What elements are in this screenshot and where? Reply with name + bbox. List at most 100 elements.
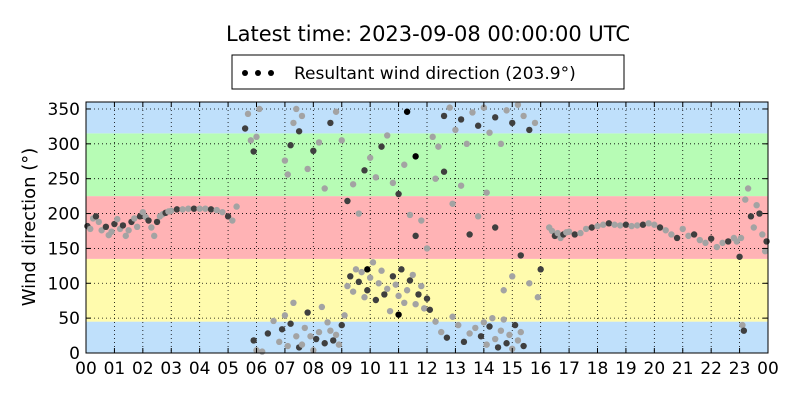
data-point-63	[304, 309, 311, 316]
data-point-191	[534, 294, 542, 301]
data-point-165	[457, 116, 465, 123]
data-point-176	[520, 112, 527, 120]
data-point-231	[736, 253, 743, 260]
data-point-140	[455, 321, 462, 329]
data-point-62	[301, 324, 309, 332]
data-point-213	[639, 221, 647, 228]
data-point-187	[500, 287, 507, 294]
x-tick-label-9: 09	[331, 359, 353, 379]
data-point-6	[102, 223, 110, 231]
data-point-180	[440, 168, 448, 175]
data-point-39	[224, 213, 232, 220]
data-point-106	[281, 157, 289, 164]
data-point-96	[398, 266, 405, 273]
data-point-88	[375, 280, 382, 287]
data-point-93	[389, 273, 397, 280]
data-point-10	[114, 215, 121, 223]
data-point-78	[347, 273, 354, 280]
data-point-121	[349, 181, 357, 188]
data-point-17	[133, 223, 141, 231]
data-point-196	[554, 229, 561, 237]
data-point-147	[486, 323, 493, 330]
y-tick-label-0: 0	[69, 344, 80, 364]
data-point-56	[284, 342, 291, 350]
data-point-19	[139, 208, 147, 216]
legend-entry-label: Resultant wind direction (203.9°)	[294, 64, 576, 84]
data-point-236	[744, 185, 752, 192]
legend-marker-dot-3	[268, 70, 274, 76]
data-point-128	[389, 179, 397, 187]
data-point-86	[369, 259, 377, 266]
data-point-151	[497, 327, 505, 334]
data-point-166	[463, 140, 470, 148]
data-point-179	[432, 175, 439, 182]
data-point-126	[378, 143, 385, 150]
x-tick-label-23: 23	[729, 359, 751, 379]
data-point-139	[449, 313, 456, 320]
data-point-92	[386, 307, 394, 315]
data-point-188	[509, 273, 516, 280]
data-point-242	[761, 248, 769, 255]
x-tick-label-13: 13	[445, 359, 467, 379]
data-point-43	[244, 110, 252, 118]
data-point-145	[480, 319, 488, 326]
data-point-104	[420, 305, 428, 312]
y-tick-label-7: 350	[48, 100, 80, 120]
data-point-108	[287, 142, 294, 149]
direction-band-4	[86, 102, 768, 134]
data-point-66	[312, 335, 320, 343]
data-point-203	[582, 225, 590, 233]
data-point-116	[321, 185, 328, 192]
data-point-130	[401, 161, 408, 168]
x-tick-label-20: 20	[644, 359, 666, 379]
data-point-90	[381, 291, 388, 298]
data-point-82	[358, 268, 365, 276]
data-point-103	[418, 282, 425, 290]
data-point-69	[321, 340, 328, 347]
highlight-point-2	[412, 153, 419, 160]
legend-box	[231, 54, 625, 90]
data-point-141	[460, 338, 468, 346]
data-point-31	[179, 206, 186, 213]
data-point-241	[759, 231, 766, 238]
data-point-209	[617, 222, 624, 229]
x-tick-label-2: 02	[132, 359, 154, 379]
data-point-186	[492, 224, 499, 231]
x-tick-label-24: 00	[757, 359, 779, 379]
data-point-81	[355, 278, 362, 286]
y-tick-label-2: 100	[48, 274, 80, 294]
data-point-8	[108, 228, 115, 235]
data-point-85	[366, 274, 374, 281]
data-point-230	[733, 238, 740, 245]
data-point-97	[401, 299, 408, 306]
data-point-109	[290, 119, 297, 127]
data-point-142	[466, 330, 473, 337]
data-point-167	[469, 109, 476, 116]
data-point-218	[668, 231, 675, 238]
y-axis-ticks: 0 50 100 150 200 250 300 350	[48, 100, 768, 364]
data-point-61	[298, 341, 306, 348]
data-point-115	[315, 139, 323, 146]
data-point-132	[412, 232, 419, 240]
x-tick-label-16: 16	[530, 359, 552, 379]
data-point-185	[483, 189, 490, 196]
x-tick-label-17: 17	[558, 359, 580, 379]
data-point-64	[307, 333, 314, 340]
data-point-170	[486, 129, 493, 136]
data-point-144	[477, 333, 485, 340]
data-point-42	[241, 125, 249, 132]
x-tick-label-12: 12	[416, 359, 438, 379]
grid-lines	[86, 102, 768, 353]
data-points	[84, 101, 770, 355]
data-point-143	[472, 324, 479, 332]
y-tick-label-3: 150	[48, 239, 80, 259]
data-point-45	[250, 148, 257, 155]
data-point-67	[315, 328, 323, 336]
x-axis-ticks: 00 01 02 03 04 05 06 07 08 09 10 11 12 13 14 15 16 17 18 19…	[75, 102, 779, 379]
data-point-100	[409, 271, 416, 279]
data-point-46	[253, 133, 260, 141]
x-tick-label-19: 19	[615, 359, 637, 379]
data-point-122	[355, 210, 362, 217]
data-point-171	[492, 114, 499, 121]
